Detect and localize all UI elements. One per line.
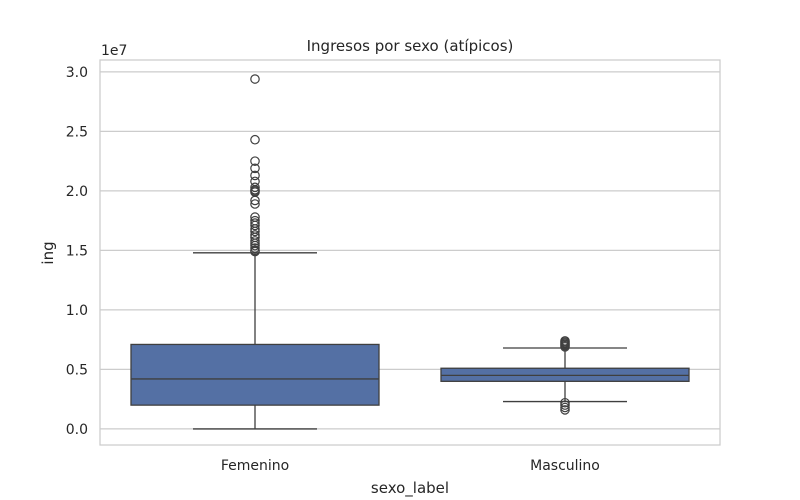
y-tick-label: 1.0 [66, 303, 88, 319]
chart-title: Ingresos por sexo (atípicos) [307, 37, 514, 55]
outlier-point [250, 182, 260, 193]
outlier-point [250, 246, 260, 257]
outlier-point [250, 170, 260, 181]
plot-area [130, 74, 690, 430]
outlier-point [250, 163, 260, 174]
y-tick-label: 0.5 [66, 362, 88, 378]
outlier-point [560, 400, 570, 410]
y-tick-label: 2.0 [66, 184, 88, 200]
outlier-point [250, 156, 260, 166]
y-axis-label: ing [39, 241, 57, 264]
outlier-point [250, 134, 260, 145]
plot-frame [99, 59, 721, 446]
box-femenino [130, 74, 380, 430]
x-tick-label: Masculino [530, 458, 600, 474]
y-tick-label: 1.5 [66, 243, 88, 259]
y-tick-label: 0.0 [66, 422, 88, 438]
box-masculino [440, 336, 690, 415]
x-axis-ticks: Femenino Masculino [221, 458, 600, 474]
x-tick-label: Femenino [221, 458, 289, 474]
outlier-point [560, 397, 570, 408]
y-axis-offset-label: 1e7 [101, 43, 127, 59]
outlier-point [250, 226, 260, 237]
y-axis-ticks: 0.0 0.5 1.0 1.5 2.0 2.5 3.0 [66, 65, 88, 438]
outlier-point [250, 199, 260, 209]
outlier-point [250, 243, 260, 253]
outlier-point [560, 405, 570, 415]
iqr-box [130, 343, 380, 406]
y-tick-label: 2.5 [66, 124, 88, 140]
outlier-point [250, 240, 260, 251]
outlier-point [250, 220, 260, 231]
outlier-point [560, 342, 570, 352]
y-tick-label: 3.0 [66, 65, 88, 81]
outlier-point [250, 74, 260, 84]
outlier-point [560, 402, 570, 413]
x-axis-label: sexo_label [371, 479, 449, 498]
outlier-point [250, 195, 260, 206]
outlier-point [250, 236, 260, 246]
